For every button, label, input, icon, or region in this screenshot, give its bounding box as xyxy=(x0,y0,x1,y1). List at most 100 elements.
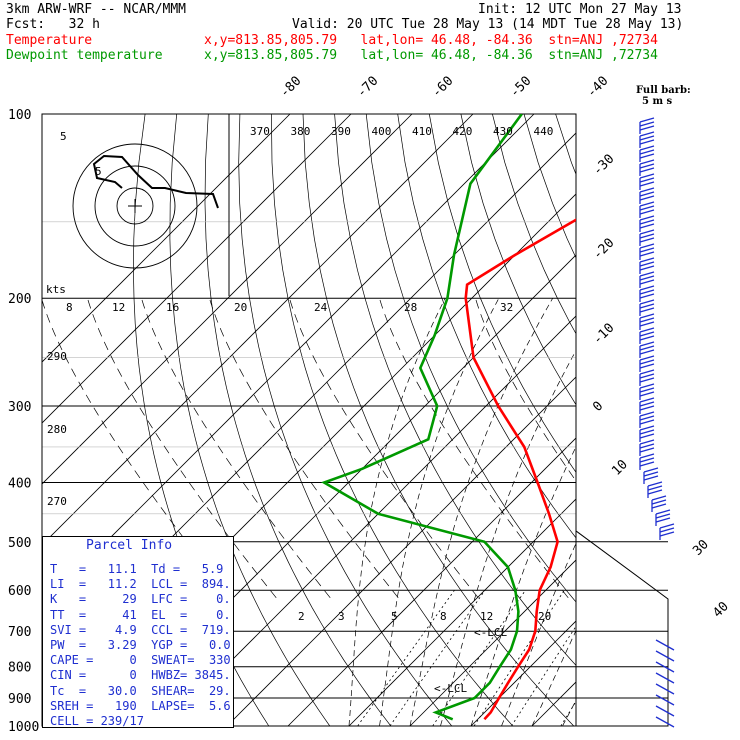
dewpoint-legend: Dewpoint temperature xyxy=(6,48,163,63)
wind-barb-flag xyxy=(639,191,655,197)
wind-barb-flag xyxy=(639,349,655,355)
moist-adiabat-line xyxy=(501,542,576,726)
isotherm-line xyxy=(593,114,740,726)
wind-barb-flag xyxy=(639,425,655,431)
wind-barb-flag xyxy=(639,335,655,341)
wind-barb-flag xyxy=(639,195,655,201)
wind-barb-flag xyxy=(639,275,655,281)
isotherm-line xyxy=(165,315,576,726)
wind-barb-flag xyxy=(639,247,655,253)
moist-adiabat-line xyxy=(562,699,576,726)
theta-label: 380 xyxy=(291,125,311,138)
wind-barb-flag xyxy=(639,159,655,165)
mixing-ratio-label: 8 xyxy=(440,610,447,623)
dry-adiabat-line xyxy=(714,114,740,726)
theta-label: 440 xyxy=(534,125,554,138)
dry-adiabat-line xyxy=(555,114,576,176)
forecast-hour: Fcst: 32 h xyxy=(6,17,100,32)
pressure-tick-label: 500 xyxy=(8,536,31,551)
parcel-info-row: TT = 41 EL = 0. xyxy=(50,607,231,622)
wind-barb-flag xyxy=(643,471,659,477)
wind-barb-flag xyxy=(639,285,655,291)
wind-barb-lower xyxy=(655,683,675,695)
wind-barb-flag xyxy=(659,523,675,529)
parcel-info-panel xyxy=(42,536,234,728)
wind-barb-flag xyxy=(639,135,655,141)
wind-barb-flag xyxy=(647,481,663,487)
isotherm-line xyxy=(42,114,352,424)
wind-barb-flag xyxy=(639,369,655,375)
parcel-info-row: K = 29 LFC = 0. xyxy=(50,592,231,607)
wind-barb-flag xyxy=(647,485,663,491)
parcel-info-row: Tc = 30.0 SHEAR= 29. xyxy=(50,683,231,698)
wind-barb-flag xyxy=(639,299,655,305)
wind-barb-flag xyxy=(639,313,655,319)
hodograph-ring-label: 5 xyxy=(60,130,67,143)
wind-barb-flag xyxy=(639,271,655,277)
temperature-curve xyxy=(464,218,576,721)
isotherm-label: -50 xyxy=(507,74,534,101)
wind-ring-tick-label: 32 xyxy=(500,301,513,314)
isotherm-line xyxy=(42,114,535,607)
isotherm-line xyxy=(42,114,291,363)
wind-barb-flag xyxy=(639,233,655,239)
valid-time: Valid: 20 UTC Tue 28 May 13 (14 MDT Tue … xyxy=(292,17,684,32)
dry-adiabat-line xyxy=(587,114,740,726)
wind-barb-flag xyxy=(639,229,655,235)
wind-barb-flag xyxy=(639,453,655,459)
wind-barb-flag xyxy=(639,153,655,159)
isotherm-label: -20 xyxy=(590,236,617,263)
wind-barb-flag xyxy=(639,439,655,445)
mixing-ratio-label: 5 xyxy=(391,610,398,623)
wind-barb-flag xyxy=(639,131,655,137)
isotherm-label: 10 xyxy=(609,457,631,479)
wind-barb-flag xyxy=(647,489,663,495)
dry-adiabat-line xyxy=(650,114,740,726)
wind-ring-tick-label: 8 xyxy=(66,301,73,314)
isotherm-label: 40 xyxy=(710,599,732,621)
moist-adiabat-line xyxy=(409,298,554,726)
wind-barb-flag xyxy=(643,467,659,473)
wind-barb-flag xyxy=(639,205,655,211)
wind-barb-flag xyxy=(639,251,655,257)
pressure-tick-label: 400 xyxy=(8,476,31,491)
pressure-tick-label: 200 xyxy=(8,292,31,307)
wind-barb-flag xyxy=(639,415,655,421)
wind-barb-flag xyxy=(639,317,655,323)
wind-barb-flag xyxy=(639,201,655,207)
hodograph-trace xyxy=(92,154,219,209)
wind-barb-lower xyxy=(655,672,675,684)
wind-barb-flag xyxy=(639,209,655,215)
wind-barb-flag xyxy=(639,443,655,449)
wind-barb-flag xyxy=(639,391,655,397)
wind-barb-flag xyxy=(651,499,667,505)
hodograph-ring-label: 5 xyxy=(95,165,102,178)
lcl-annotation: <-LCL xyxy=(434,682,467,695)
isotherm-line xyxy=(42,114,474,546)
wind-barb-flag xyxy=(655,517,671,523)
wind-barb-flag xyxy=(639,117,655,123)
isotherm-line xyxy=(409,559,576,726)
moist-adiabat-line xyxy=(440,349,576,726)
wind-barb-flag xyxy=(639,327,655,333)
parcel-info-row: SREH = 190 LAPSE= 5.6 xyxy=(50,698,231,713)
moist-adiabat-line xyxy=(531,629,576,726)
wind-barb-flag xyxy=(639,321,655,327)
hodograph-ring xyxy=(116,187,154,225)
wind-ring-tick-label: 24 xyxy=(314,301,328,314)
parcel-info-row: T = 11.1 Td = 5.9 xyxy=(50,562,224,576)
isotherm-line xyxy=(654,114,740,726)
dry-adiabat-line xyxy=(238,114,453,726)
barb-legend-line2: 5 m s xyxy=(642,96,673,107)
theta-label: 410 xyxy=(412,125,432,138)
wind-ring-tick-label: 28 xyxy=(404,301,417,314)
moist-adiabat-line xyxy=(593,298,740,726)
wind-barb-flag xyxy=(659,531,675,537)
hodograph-ring xyxy=(72,143,198,269)
mixing-ratio-label: 20 xyxy=(538,610,551,623)
wind-barb-flag xyxy=(639,433,655,439)
parcel-info-row: CIN = 0 HWBZ= 3845. xyxy=(50,668,231,683)
lower-frame-extension xyxy=(575,530,669,727)
wind-barb-flag xyxy=(639,411,655,417)
